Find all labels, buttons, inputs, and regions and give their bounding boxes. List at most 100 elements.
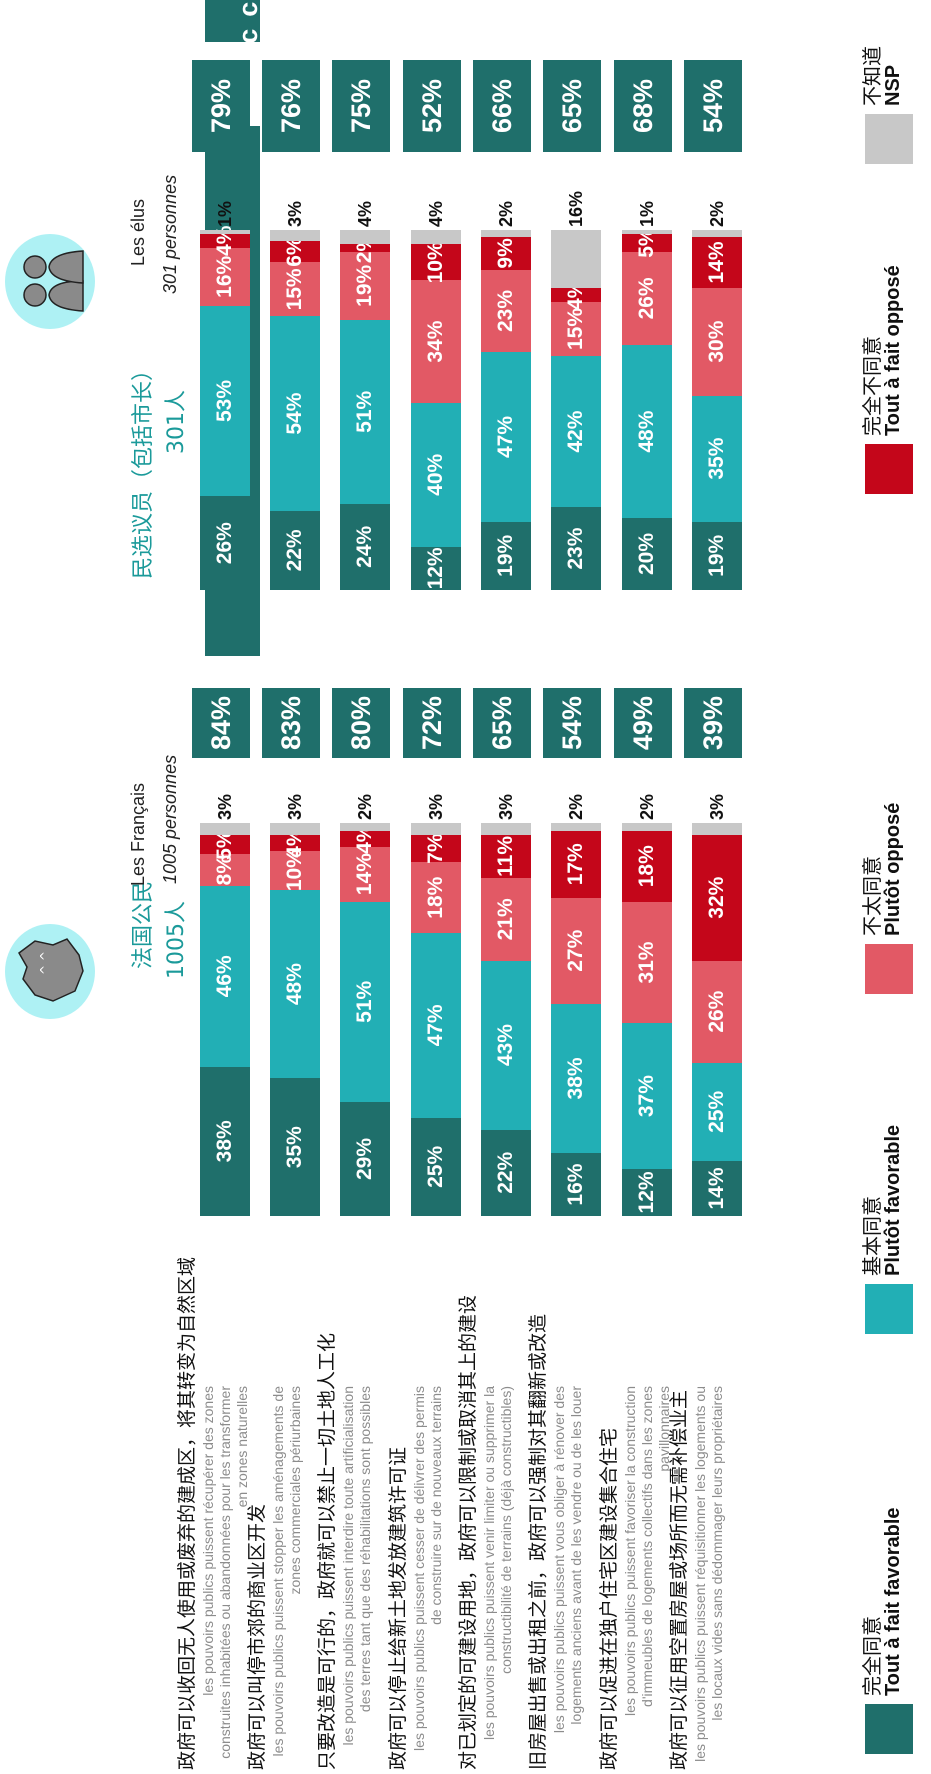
agree-total-fr: 65% xyxy=(473,688,531,758)
bar-segment-plutot-favorable: 43% xyxy=(481,960,531,1130)
bar-segment-plutot-oppose: 23% xyxy=(481,269,531,353)
bar-segment-plutot-oppose: 14% xyxy=(340,846,390,902)
data-label: 24% xyxy=(353,525,376,568)
bar-segment-tout-oppose: 11% xyxy=(481,834,531,879)
bar-segment-tout-oppose: 17% xyxy=(551,830,601,898)
data-label: 30% xyxy=(705,320,728,363)
group-elus-fr: Les élus xyxy=(128,198,148,266)
bar-segment-plutot-oppose: 18% xyxy=(411,862,461,934)
agree-total-fr: 54% xyxy=(543,688,601,758)
legend-swatch xyxy=(865,1704,913,1754)
data-label: 29% xyxy=(353,1138,376,1181)
bar-segment-tout-oppose: 7% xyxy=(411,833,461,864)
bar-segment-tout-favorable: 14% xyxy=(692,1160,742,1216)
bar-segment-plutot-favorable: 51% xyxy=(340,901,390,1103)
legend-swatch xyxy=(865,1284,913,1334)
bar-segment-tout-favorable: 22% xyxy=(270,510,320,590)
data-label: 20% xyxy=(635,532,658,576)
bar-segment-plutot-oppose: 16% xyxy=(200,248,250,306)
data-label-nsp: 2% xyxy=(495,200,516,227)
data-label: 26% xyxy=(635,277,658,320)
data-label: 19% xyxy=(353,264,376,307)
data-label: 35% xyxy=(283,1126,306,1169)
bar-segment-nsp xyxy=(692,230,742,238)
bar-segment-plutot-favorable: 42% xyxy=(551,356,601,508)
data-label: 15% xyxy=(564,307,587,351)
agree-total-elus: 79% xyxy=(192,60,250,152)
bar-segment-plutot-oppose: 15% xyxy=(270,262,320,317)
data-label: 25% xyxy=(424,1145,447,1188)
data-label: 23% xyxy=(494,290,517,333)
data-label: 22% xyxy=(494,1151,517,1194)
bar-segment-nsp xyxy=(551,230,601,288)
bar-segment-tout-oppose: 5% xyxy=(200,829,250,860)
data-label: 38% xyxy=(213,1120,236,1163)
group-francais-zh-count: 1005人 xyxy=(164,901,189,979)
group-elus-fr-count: 301 personnes xyxy=(160,174,180,294)
data-label: 40% xyxy=(424,453,447,496)
data-label: 47% xyxy=(494,416,517,459)
agree-total-elus: 75% xyxy=(332,60,390,152)
agree-total-fr: 39% xyxy=(684,688,742,758)
legend-label-fr: Tout à fait favorable xyxy=(882,1507,904,1696)
legend-label-zh: 不知道 xyxy=(860,46,884,106)
bar-segment-plutot-oppose: 15% xyxy=(551,302,601,356)
agree-total-elus: 52% xyxy=(403,60,461,152)
bar-segment-nsp xyxy=(340,823,390,831)
bar-segment-tout-oppose: 4% xyxy=(200,226,250,256)
bar-segment-tout-favorable: 23% xyxy=(551,507,601,590)
data-label: 15% xyxy=(283,268,306,311)
bar-segment-tout-oppose: 32% xyxy=(692,834,742,961)
data-label: 26% xyxy=(705,990,728,1033)
bar-segment-plutot-oppose: 31% xyxy=(622,901,672,1024)
bar-segment-plutot-favorable: 40% xyxy=(411,402,461,547)
bar-segment-tout-favorable: 19% xyxy=(692,521,742,590)
bar-segment-nsp xyxy=(200,823,250,835)
question-zh: 旧房屋出售或出租之前，政府可以强制对其翻新或改造 xyxy=(527,1313,549,1770)
bar-segment-plutot-favorable: 47% xyxy=(481,352,531,522)
bar-segment-plutot-favorable: 51% xyxy=(340,320,390,504)
data-label: 53% xyxy=(213,380,236,423)
question-zh: 只要改造是可行的，政府就可以禁止一切土地人工化 xyxy=(316,1332,338,1770)
bar-segment-nsp xyxy=(692,823,742,835)
group-elus-zh-count: 301人 xyxy=(164,390,189,454)
data-label: 18% xyxy=(424,876,447,919)
question-fr: les pouvoirs publics puissent réquisitio… xyxy=(692,1386,725,1762)
bar-segment-tout-oppose: 4% xyxy=(551,280,601,310)
data-label-nsp: 2% xyxy=(706,200,727,227)
group-francais-fr: Les Français xyxy=(128,782,148,886)
bar-segment-nsp xyxy=(340,230,390,245)
bar-segment-tout-oppose: 9% xyxy=(481,237,531,270)
question-zh: 对已划定的可建设用地，政府可以限制或取消其上的建设 xyxy=(457,1294,479,1770)
data-label-nsp: 2% xyxy=(636,793,657,820)
data-label: 12% xyxy=(424,547,447,590)
bar-segment-plutot-oppose: 21% xyxy=(481,878,531,961)
data-label: 35% xyxy=(705,437,728,480)
data-label: 19% xyxy=(705,534,728,577)
data-label-nsp: 16% xyxy=(565,190,586,227)
data-label: 51% xyxy=(353,390,376,433)
bar-segment-tout-favorable: 22% xyxy=(481,1129,531,1216)
bar-segment-nsp xyxy=(622,230,672,234)
data-label: 9% xyxy=(494,238,517,269)
bar-segment-tout-favorable: 12% xyxy=(411,546,461,590)
data-label: 25% xyxy=(705,1090,728,1133)
data-label: 42% xyxy=(564,410,587,453)
data-label-nsp: 3% xyxy=(706,793,727,820)
agree-total-elus: 68% xyxy=(614,60,672,152)
question-zh: 政府可以促进在独户住宅区建设集合住宅 xyxy=(598,1427,620,1770)
bar-segment-plutot-oppose: 26% xyxy=(622,251,672,346)
data-label: 43% xyxy=(494,1024,517,1067)
question-fr: les pouvoirs publics puissent récupérer … xyxy=(200,1386,250,1759)
question-zh: 政府可以叫停市郊的商业区开发 xyxy=(246,1503,268,1770)
question-fr: les pouvoirs publics puissent stopper le… xyxy=(270,1386,303,1757)
question-fr: les pouvoirs publics puissent interdire … xyxy=(340,1386,373,1746)
legend-label-zh: 基本同意 xyxy=(860,1196,884,1276)
data-label-nsp: 2% xyxy=(354,793,375,820)
bar-segment-plutot-favorable: 53% xyxy=(200,305,250,497)
bar-segment-nsp xyxy=(551,823,601,831)
data-label-nsp: 3% xyxy=(214,793,235,820)
agree-total-fr: 83% xyxy=(262,688,320,758)
data-label-nsp: 3% xyxy=(284,200,305,227)
